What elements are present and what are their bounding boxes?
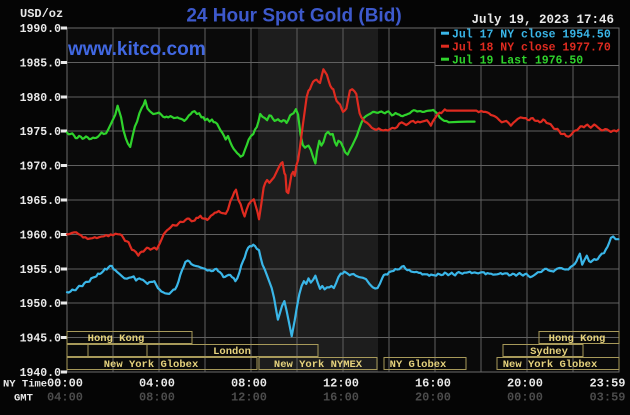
svg-text:08:00: 08:00 bbox=[139, 391, 175, 405]
svg-text:GMT: GMT bbox=[14, 393, 33, 405]
svg-text:03:59: 03:59 bbox=[589, 391, 625, 405]
svg-text:1990.0: 1990.0 bbox=[20, 23, 62, 36]
svg-text:Hong Kong: Hong Kong bbox=[549, 333, 606, 345]
svg-text:Jul 17 NY close 1954.50: Jul 17 NY close 1954.50 bbox=[452, 29, 611, 42]
svg-text:London: London bbox=[213, 346, 251, 358]
svg-text:Jul 19 Last 1976.50: Jul 19 Last 1976.50 bbox=[452, 55, 583, 68]
svg-text:04:00: 04:00 bbox=[139, 377, 175, 391]
svg-text:1970.0: 1970.0 bbox=[20, 161, 62, 174]
svg-text:16:00: 16:00 bbox=[323, 391, 359, 405]
svg-text:Sydney: Sydney bbox=[530, 346, 569, 358]
svg-text:04:00: 04:00 bbox=[47, 391, 83, 405]
svg-text:1960.0: 1960.0 bbox=[20, 229, 62, 242]
svg-text:00:00: 00:00 bbox=[47, 377, 83, 391]
svg-text:New York NYMEX: New York NYMEX bbox=[274, 359, 363, 371]
svg-text:12:00: 12:00 bbox=[323, 377, 359, 391]
svg-text:16:00: 16:00 bbox=[415, 377, 451, 391]
svg-text:Hong Kong: Hong Kong bbox=[88, 333, 145, 345]
svg-text:1975.0: 1975.0 bbox=[20, 126, 62, 139]
svg-text:24 Hour Spot Gold (Bid): 24 Hour Spot Gold (Bid) bbox=[186, 6, 401, 27]
svg-text:1950.0: 1950.0 bbox=[20, 298, 62, 311]
svg-text:20:00: 20:00 bbox=[507, 377, 543, 391]
svg-text:NY Globex: NY Globex bbox=[390, 359, 447, 371]
svg-text:08:00: 08:00 bbox=[231, 377, 267, 391]
svg-text:New York Globex: New York Globex bbox=[104, 359, 199, 371]
svg-text:00:00: 00:00 bbox=[507, 391, 543, 405]
svg-text:NY Time: NY Time bbox=[3, 379, 47, 391]
svg-text:USD/oz: USD/oz bbox=[20, 7, 63, 21]
svg-text:20:00: 20:00 bbox=[415, 391, 451, 405]
svg-text:23:59: 23:59 bbox=[589, 377, 625, 391]
svg-text:1940.0: 1940.0 bbox=[20, 367, 62, 380]
svg-text:12:00: 12:00 bbox=[231, 391, 267, 405]
svg-text:1945.0: 1945.0 bbox=[20, 333, 62, 346]
svg-text:July 19, 2023 17:46: July 19, 2023 17:46 bbox=[471, 13, 614, 27]
svg-text:Jul 18 NY close 1977.70: Jul 18 NY close 1977.70 bbox=[452, 42, 611, 55]
svg-text:1965.0: 1965.0 bbox=[20, 195, 62, 208]
svg-text:1980.0: 1980.0 bbox=[20, 92, 62, 105]
svg-text:1955.0: 1955.0 bbox=[20, 264, 62, 277]
svg-text:1985.0: 1985.0 bbox=[20, 57, 62, 70]
svg-text:www.kitco.com: www.kitco.com bbox=[67, 39, 206, 60]
svg-text:New York Globex: New York Globex bbox=[503, 359, 598, 371]
